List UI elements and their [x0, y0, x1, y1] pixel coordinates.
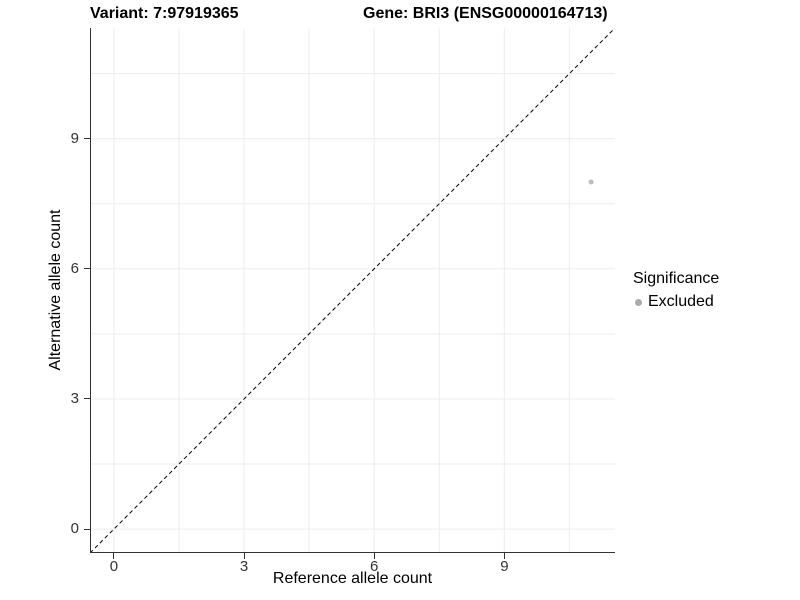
plot-panel	[90, 28, 615, 553]
y-tick-label-6: 6	[70, 259, 79, 277]
x-tick-mark-3	[243, 553, 245, 559]
data-point-excluded	[588, 179, 594, 185]
legend-marker-circle-icon	[635, 298, 642, 306]
x-tick-label-6: 6	[370, 558, 379, 575]
plot-area-svg	[90, 28, 615, 553]
plot-title-variant: Variant: 7:97919365	[90, 5, 239, 22]
legend-item-excluded: Excluded	[633, 293, 719, 311]
y-tick-mark-6	[84, 268, 90, 270]
y-tick-label-3: 3	[70, 389, 79, 407]
y-tick-mark-3	[84, 398, 90, 400]
y-tick-label-9: 9	[70, 129, 79, 147]
y-tick-mark-0	[84, 528, 90, 530]
x-tick-label-9: 9	[500, 558, 509, 575]
x-axis-title: Reference allele count	[272, 570, 433, 587]
x-tick-label-0: 0	[109, 558, 119, 575]
y-tick-mark-9	[84, 138, 90, 140]
plot-title-gene: Gene: BRI3 (ENSG00000164713)	[363, 5, 608, 22]
x-tick-mark-9	[503, 553, 505, 559]
y-tick-label-0: 0	[70, 520, 79, 538]
legend-item-label: Excluded	[648, 293, 714, 310]
y-axis-title: Alternative allele count	[47, 209, 64, 371]
identity-reference-line	[90, 28, 615, 553]
x-tick-label-3: 3	[239, 558, 249, 575]
legend: Significance Excluded	[633, 270, 719, 311]
x-tick-mark-6	[373, 553, 375, 559]
x-tick-mark-0	[113, 553, 115, 559]
legend-title: Significance	[633, 270, 720, 287]
